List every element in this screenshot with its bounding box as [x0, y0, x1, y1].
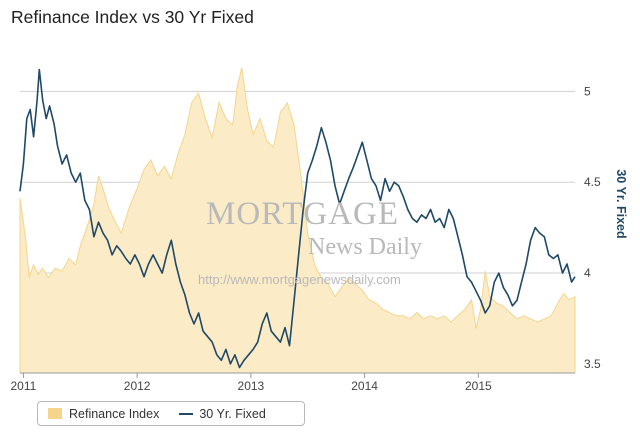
x-tick-label: 2011	[11, 379, 37, 393]
right-axis-tick-label: 4	[584, 266, 591, 280]
legend-item-refinance-index[interactable]: Refinance Index	[38, 407, 159, 421]
right-axis-tick-label: 5	[584, 84, 591, 98]
right-axis-tick-label: 3.5	[584, 357, 601, 371]
x-tick-label: 2015	[465, 379, 492, 393]
x-tick-label: 2013	[238, 379, 265, 393]
30-yr-fixed-line	[19, 68, 576, 369]
right-axis-title: 30 Yr. Fixed	[614, 169, 628, 238]
chart-title: Refinance Index vs 30 Yr Fixed	[11, 7, 254, 27]
legend-line-swatch	[179, 412, 194, 415]
legend-item-30-yr-fixed[interactable]: 30 Yr. Fixed	[159, 406, 266, 421]
x-tick-label: 2012	[124, 379, 151, 393]
legend-label: Refinance Index	[69, 406, 160, 421]
legend: Refinance Index 30 Yr. Fixed	[37, 401, 305, 426]
legend-label: 30 Yr. Fixed	[199, 406, 266, 421]
right-axis-tick-label: 4.5	[584, 175, 601, 189]
refinance-index-area	[19, 67, 576, 374]
x-tick-label: 2014	[351, 379, 378, 393]
legend-area-swatch	[48, 408, 62, 419]
